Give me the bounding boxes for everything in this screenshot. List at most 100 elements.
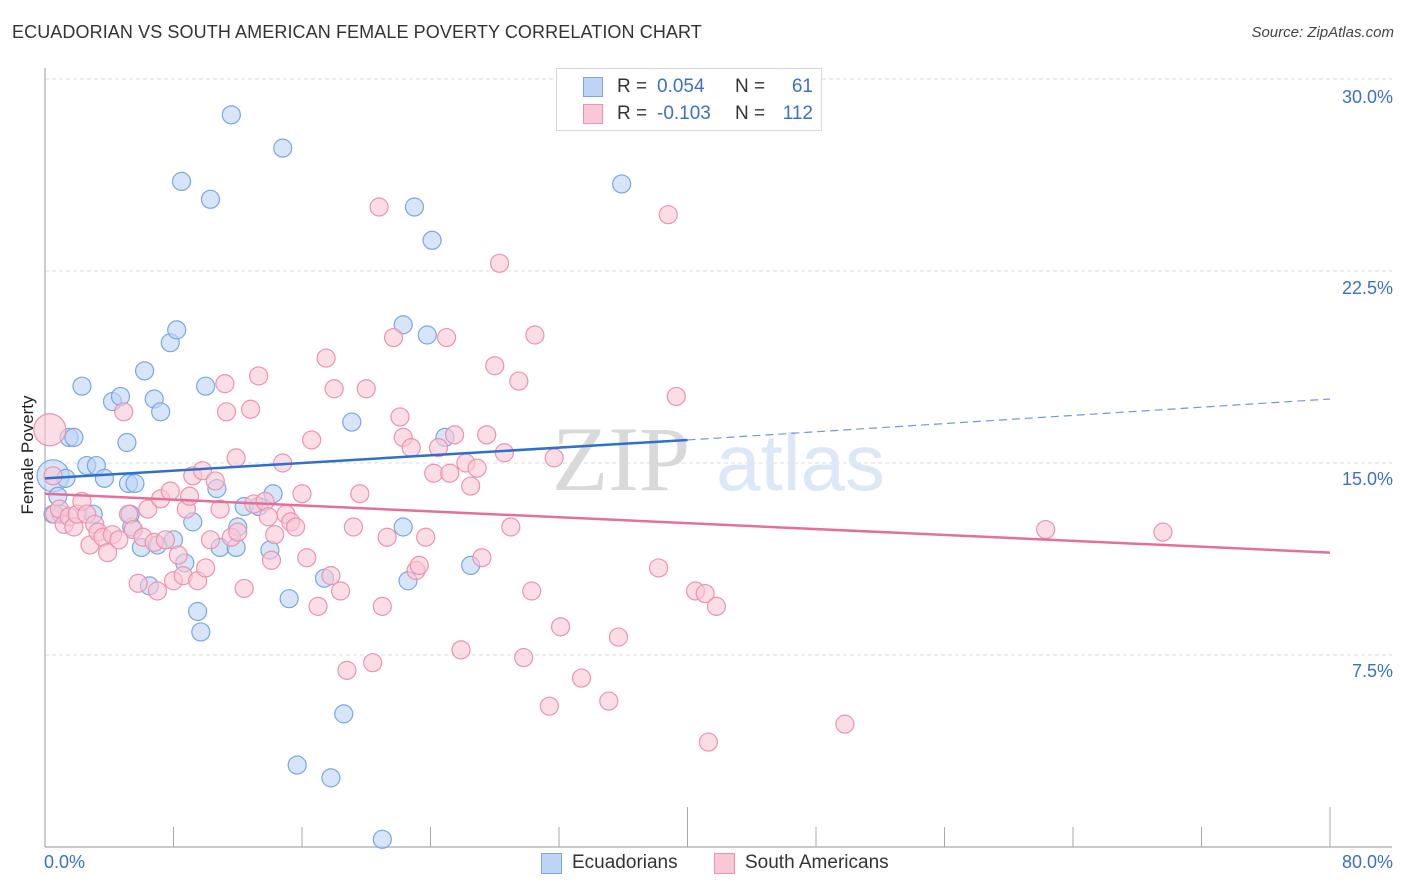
south-american-point — [489, 253, 510, 273]
south-american-point — [416, 527, 436, 547]
south-american-point — [308, 596, 328, 616]
south-american-point — [200, 530, 221, 550]
r-value: -0.103 — [657, 103, 711, 124]
south-american-point — [835, 714, 855, 734]
south-american-point — [33, 413, 67, 447]
south-american-point — [424, 463, 444, 483]
south-american-point — [155, 530, 176, 550]
south-american-point — [522, 581, 542, 601]
south-american-point — [160, 481, 180, 501]
south-american-point — [383, 327, 404, 348]
ecuadorian-point — [221, 105, 241, 125]
ecuadorian-point — [372, 829, 392, 849]
south-american-point — [658, 205, 678, 225]
legend-label: South Americans — [745, 852, 889, 873]
ecuadorian-point — [279, 589, 299, 609]
south-american-point — [648, 558, 669, 578]
south-american-point — [205, 471, 225, 491]
south-american-point — [109, 530, 129, 550]
south-american-point — [128, 573, 148, 593]
south-american-point — [390, 407, 410, 427]
south-american-point — [234, 578, 254, 599]
south-american-point — [409, 555, 429, 576]
legend-item-south-americans[interactable]: South Americans — [714, 852, 889, 874]
south-american-point — [179, 486, 200, 506]
south-american-point — [571, 668, 592, 688]
south-american-point — [265, 525, 285, 545]
south-american-point — [525, 325, 545, 345]
south-american-point — [599, 691, 619, 711]
south-american-point — [401, 438, 421, 458]
south-american-point — [1153, 522, 1173, 542]
ecuadorian-point — [393, 517, 413, 537]
south-american-point — [196, 558, 216, 578]
south-american-point — [216, 402, 237, 422]
south-american-point — [350, 484, 370, 504]
series-legend: Ecuadorians South Americans — [0, 852, 1406, 876]
n-value: 112 — [782, 103, 813, 124]
ecuadorian-point — [273, 138, 293, 158]
south-american-point — [451, 640, 471, 660]
chart-title: ECUADORIAN VS SOUTH AMERICAN FEMALE POVE… — [12, 22, 702, 42]
watermark-zip: ZIP — [552, 408, 690, 510]
south-american-point — [337, 660, 357, 680]
ecuadorian-point — [334, 704, 354, 724]
south-american-point — [363, 653, 383, 673]
series-ecuadorians — [36, 105, 632, 849]
south-american-point — [316, 348, 336, 368]
south-american-point — [666, 386, 686, 407]
ecuadorian-point — [117, 432, 137, 453]
legend-row-south-americans: R = -0.103 N = 112 — [583, 102, 813, 126]
south-american-point — [302, 430, 322, 450]
ecuadorian-point — [187, 601, 208, 622]
r-value: 0.054 — [657, 76, 705, 97]
south-american-point — [436, 327, 457, 348]
south-american-point — [147, 581, 168, 601]
gridlines — [45, 78, 1392, 656]
south-american-point — [330, 581, 351, 601]
south-american-point — [472, 548, 492, 568]
n-value: 61 — [791, 76, 813, 97]
south-american-point — [321, 566, 341, 586]
south-american-point — [228, 522, 248, 542]
trend-line-south-americans — [44, 492, 1331, 554]
south-american-point — [485, 356, 505, 376]
south-american-point — [377, 527, 397, 547]
legend-swatch-blue — [583, 77, 603, 97]
south-american-point — [698, 732, 718, 752]
south-american-point — [539, 696, 559, 716]
legend-item-ecuadorians[interactable]: Ecuadorians — [541, 852, 678, 874]
legend-label: Ecuadorians — [572, 852, 678, 873]
watermark-atlas: atlas — [716, 418, 885, 507]
r-label: R = — [617, 103, 648, 124]
south-american-point — [467, 458, 487, 478]
south-american-point — [440, 463, 460, 483]
south-american-point — [226, 448, 246, 468]
south-american-point — [292, 484, 312, 504]
legend-row-ecuadorians: R = 0.054 N = 61 — [583, 75, 813, 99]
source-credit: Source: ZipAtlas.com — [1251, 24, 1394, 41]
trend-lines — [44, 398, 1331, 554]
south-american-point — [501, 517, 521, 537]
ecuadorian-point — [125, 473, 145, 494]
x-tick-label-max: 80.0% — [1341, 852, 1393, 872]
south-american-point — [477, 425, 497, 445]
south-american-point — [324, 379, 344, 399]
ecuadorian-point — [134, 361, 155, 381]
ecuadorian-point — [422, 230, 442, 250]
trend-line-ecuadorians-extended — [687, 398, 1331, 441]
south-american-point — [356, 379, 376, 399]
ecuadorian-point — [72, 376, 92, 396]
y-tick-label-30: 30.0% — [1341, 87, 1393, 107]
y-tick-label-7-5: 7.5% — [1351, 661, 1393, 681]
south-american-point — [544, 448, 564, 468]
ecuadorian-point — [287, 755, 307, 775]
south-american-point — [114, 402, 134, 422]
south-american-point — [210, 499, 230, 519]
south-american-point — [461, 476, 481, 496]
south-american-point — [168, 545, 188, 565]
ecuadorian-point — [196, 376, 216, 396]
south-american-point — [428, 438, 449, 458]
south-american-point — [285, 517, 306, 537]
south-american-point — [258, 507, 278, 527]
